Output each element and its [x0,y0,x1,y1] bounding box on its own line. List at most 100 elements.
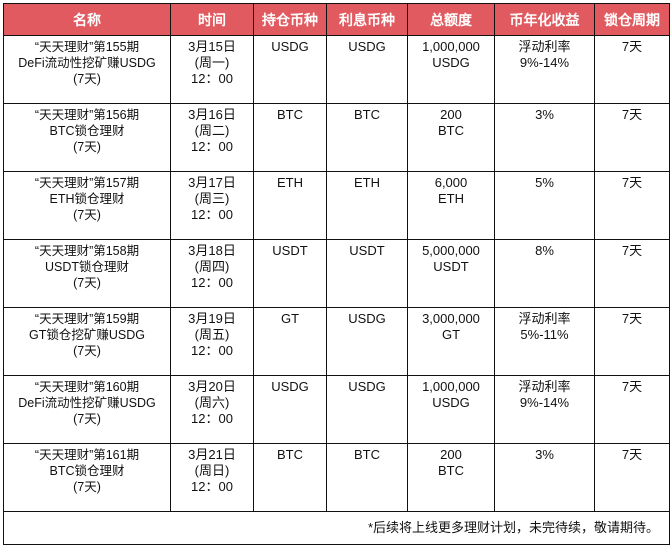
weekday: (周日) [194,463,230,478]
quota-cell: 200 BTC [407,443,495,512]
plan-title: “天天理财”第161期 [34,448,140,462]
header-name: 名称 [3,3,171,36]
plan-duration: (7天) [73,72,101,86]
footer-row: *后续将上线更多理财计划，未完待续，敬请期待。 [3,511,670,545]
plan-duration: (7天) [73,412,101,426]
wealth-plan-table: 名称 时间 持仓币种 利息币种 总额度 币年化收益 锁仓周期 “天天理财”第15… [3,3,670,545]
apy-cell: 5% [494,171,595,240]
hold-coin-cell: GT [253,307,327,376]
plan-description: ETH锁仓理财 [49,192,125,206]
quota-unit: USDG [432,55,470,70]
weekday: (周二) [194,123,230,138]
plan-description: BTC锁仓理财 [49,464,125,478]
quota-cell: 200 BTC [407,103,495,172]
quota-unit: GT [441,327,461,342]
table-row: “天天理财”第155期 DeFi流动性挖矿赚USDG (7天) 3月15日 (周… [3,35,670,104]
time-cell: 3月15日 (周一) 12：00 [170,35,254,104]
table-row: “天天理财”第159期 GT锁仓挖矿赚USDG (7天) 3月19日 (周五) … [3,307,670,376]
hold-coin-cell: BTC [253,443,327,512]
date: 3月18日 [188,243,236,258]
weekday: (周四) [194,259,230,274]
date: 3月15日 [188,39,236,54]
start-time: 12：00 [191,411,233,426]
plan-name-cell: “天天理财”第156期 BTC锁仓理财 (7天) [3,103,171,172]
plan-description: USDT锁仓理财 [44,260,130,274]
plan-name-cell: “天天理财”第158期 USDT锁仓理财 (7天) [3,239,171,308]
plan-duration: (7天) [73,140,101,154]
quota-unit: BTC [438,463,464,478]
hold-coin-cell: USDG [253,375,327,444]
interest-coin-cell: ETH [326,171,408,240]
interest-coin-cell: BTC [326,103,408,172]
plan-title: “天天理财”第155期 [34,40,140,54]
plan-name-cell: “天天理财”第159期 GT锁仓挖矿赚USDG (7天) [3,307,171,376]
apy-cell: 3% [494,443,595,512]
plan-name-cell: “天天理财”第160期 DeFi流动性挖矿赚USDG (7天) [3,375,171,444]
footer-note: *后续将上线更多理财计划，未完待续，敬请期待。 [3,511,670,545]
start-time: 12：00 [191,343,233,358]
header-time: 时间 [170,3,254,36]
hold-coin-cell: USDT [253,239,327,308]
hold-coin-cell: BTC [253,103,327,172]
header-lock-period: 锁仓周期 [594,3,670,36]
lock-period-cell: 7天 [594,171,670,240]
start-time: 12：00 [191,207,233,222]
plan-description: GT锁仓挖矿赚USDG [29,328,145,342]
plan-duration: (7天) [73,344,101,358]
apy-line-1: 3% [535,447,554,462]
table-row: “天天理财”第161期 BTC锁仓理财 (7天) 3月21日 (周日) 12：0… [3,443,670,512]
apy-cell: 3% [494,103,595,172]
table-row: “天天理财”第156期 BTC锁仓理财 (7天) 3月16日 (周二) 12：0… [3,103,670,172]
interest-coin-cell: USDT [326,239,408,308]
quota-unit: USDG [432,395,470,410]
apy-line-2: 9%-14% [519,55,570,70]
hold-coin-cell: USDG [253,35,327,104]
quota-amount: 200 [440,107,462,122]
interest-coin-cell: USDG [326,375,408,444]
apy-line-1: 浮动利率 [518,311,571,326]
start-time: 12：00 [191,139,233,154]
plan-title: “天天理财”第160期 [34,380,140,394]
start-time: 12：00 [191,71,233,86]
quota-unit: ETH [438,191,464,206]
apy-cell: 浮动利率 9%-14% [494,375,595,444]
apy-line-1: 5% [535,175,554,190]
quota-unit: USDT [433,259,469,274]
quota-cell: 5,000,000 USDT [407,239,495,308]
lock-period-cell: 7天 [594,35,670,104]
weekday: (周三) [194,191,230,206]
plan-duration: (7天) [73,276,101,290]
weekday: (周五) [194,327,230,342]
start-time: 12：00 [191,275,233,290]
quota-cell: 1,000,000 USDG [407,35,495,104]
quota-cell: 3,000,000 GT [407,307,495,376]
date: 3月19日 [188,311,236,326]
plan-title: “天天理财”第156期 [34,108,140,122]
weekday: (周一) [194,55,230,70]
plan-title: “天天理财”第157期 [34,176,140,190]
plan-name-cell: “天天理财”第157期 ETH锁仓理财 (7天) [3,171,171,240]
apy-cell: 8% [494,239,595,308]
lock-period-cell: 7天 [594,375,670,444]
header-quota: 总额度 [407,3,495,36]
weekday: (周六) [194,395,230,410]
lock-period-cell: 7天 [594,443,670,512]
quota-cell: 6,000 ETH [407,171,495,240]
quota-amount: 1,000,000 [422,39,480,54]
apy-cell: 浮动利率 9%-14% [494,35,595,104]
date: 3月20日 [188,379,236,394]
time-cell: 3月17日 (周三) 12：00 [170,171,254,240]
plan-description: BTC锁仓理财 [49,124,125,138]
time-cell: 3月19日 (周五) 12：00 [170,307,254,376]
interest-coin-cell: USDG [326,307,408,376]
apy-line-1: 浮动利率 [518,379,571,394]
apy-line-2: 5%-11% [520,327,569,342]
interest-coin-cell: BTC [326,443,408,512]
quota-amount: 3,000,000 [422,311,480,326]
header-interest-coin: 利息币种 [326,3,408,36]
apy-line-1: 8% [535,243,554,258]
apy-cell: 浮动利率 5%-11% [494,307,595,376]
quota-amount: 200 [440,447,462,462]
date: 3月16日 [188,107,236,122]
plan-name-cell: “天天理财”第161期 BTC锁仓理财 (7天) [3,443,171,512]
